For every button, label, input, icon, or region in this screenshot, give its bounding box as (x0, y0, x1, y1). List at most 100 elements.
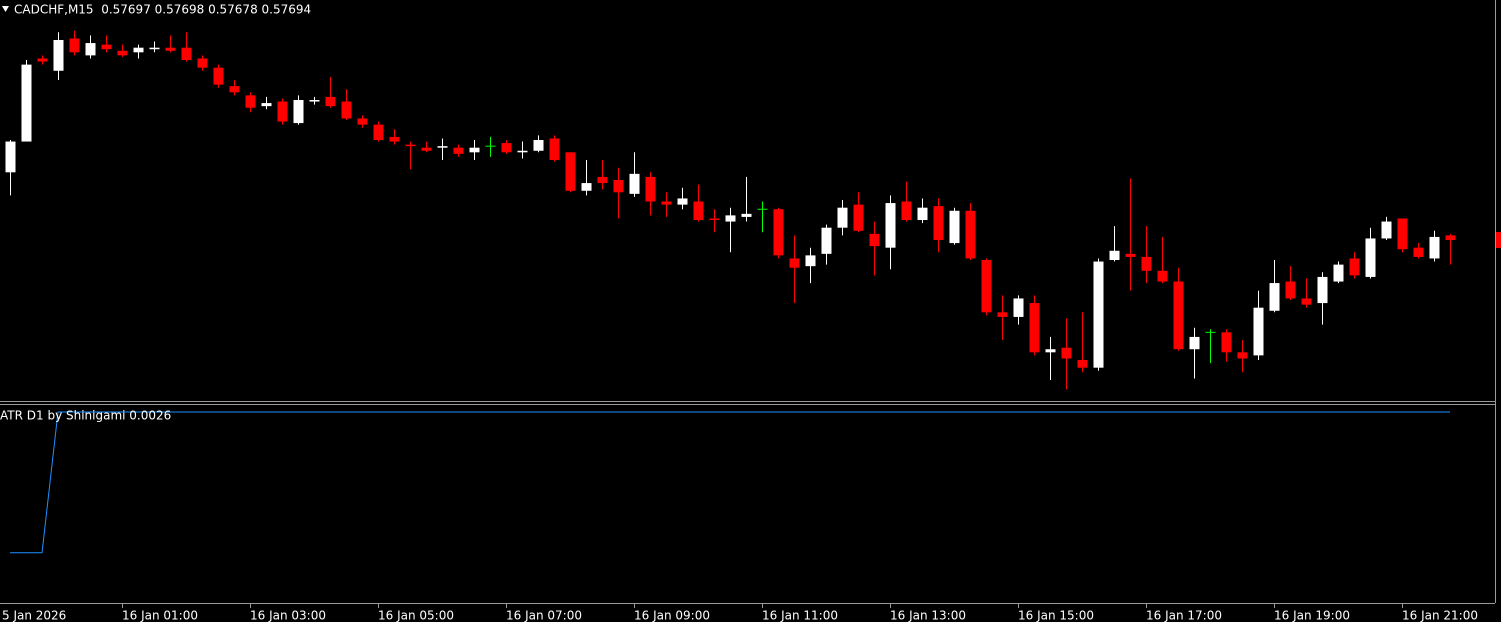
candle-body (581, 183, 592, 191)
candle-body (1029, 303, 1040, 353)
candle-body (517, 150, 528, 153)
candle-body (1173, 281, 1184, 350)
candle-body (773, 209, 784, 256)
candle-body (725, 215, 736, 222)
candle-body (469, 147, 480, 153)
candle-body (917, 207, 928, 220)
candle-body (101, 44, 112, 50)
candle-body (741, 213, 752, 217)
x-tick-label: 16 Jan 09:00 (634, 609, 710, 622)
candle-body (1429, 236, 1440, 259)
candle-body (981, 260, 992, 313)
candle-body (1413, 247, 1424, 257)
candle-body (37, 58, 48, 62)
candle-body (837, 207, 848, 228)
candle-body (1285, 281, 1296, 299)
x-tick-label: 16 Jan 03:00 (250, 609, 326, 622)
indicator-label: ATR D1 by Shinigami 0.0026 (0, 409, 171, 423)
candle-body (789, 258, 800, 268)
candle-body (293, 100, 304, 124)
menu-triangle (2, 6, 9, 12)
candle-body (117, 50, 128, 56)
candle-body (965, 210, 976, 259)
x-tick-label: 16 Jan 05:00 (378, 609, 454, 622)
candle-body (645, 176, 656, 202)
candle-body (373, 124, 384, 140)
candle-body (165, 47, 176, 51)
candle-body (565, 152, 576, 191)
price-marker (1496, 232, 1501, 248)
candle-body (213, 67, 224, 85)
candle-body (613, 180, 624, 193)
candle-body (885, 203, 896, 248)
candle-body (1445, 235, 1456, 240)
candle-body (277, 101, 288, 122)
candle-body (1077, 360, 1088, 368)
candle-body (533, 140, 544, 151)
x-start-label: 5 Jan 2026 (2, 609, 66, 622)
candle-body (1061, 347, 1072, 359)
candle-body (341, 101, 352, 119)
x-tick-label: 16 Jan 15:00 (1018, 609, 1094, 622)
candle-body (1397, 218, 1408, 250)
candle-body (181, 47, 192, 60)
marks (5, 30, 1456, 554)
candle-body (1381, 221, 1392, 239)
candle-body (245, 95, 256, 108)
candle-body (629, 173, 640, 194)
candle-body (69, 38, 80, 53)
candle-body (949, 210, 960, 244)
x-tick-label: 16 Jan 13:00 (890, 609, 966, 622)
x-tick-label: 16 Jan 21:00 (1402, 609, 1478, 622)
x-tick-label: 16 Jan 11:00 (762, 609, 838, 622)
candle-body (661, 201, 672, 205)
candle-body (421, 147, 432, 151)
candle-body (1333, 264, 1344, 282)
candle-body (453, 147, 464, 154)
candle-body (85, 43, 96, 56)
candle-body (53, 40, 64, 71)
candle-body (1189, 336, 1200, 350)
candle-body (5, 141, 16, 173)
candle-body (1013, 298, 1024, 317)
candle-body (357, 118, 368, 125)
candle-body (1317, 276, 1328, 304)
candle-body (261, 103, 272, 107)
indicator-line (10, 411, 1450, 554)
candle-body (869, 233, 880, 247)
candle-body (677, 198, 688, 205)
candle-body (1221, 332, 1232, 353)
candle-body (1045, 349, 1056, 353)
candle-body (389, 136, 400, 142)
x-tick-label: 16 Jan 17:00 (1146, 609, 1222, 622)
candle-body (1141, 256, 1152, 271)
candle-body (309, 100, 320, 102)
candle-body (1301, 298, 1312, 305)
candle-body (1365, 238, 1376, 277)
candle-body (1125, 253, 1136, 257)
x-tick-label: 16 Jan 07:00 (506, 609, 582, 622)
candle-body (997, 312, 1008, 317)
candle-body (197, 58, 208, 68)
candle-body (149, 47, 160, 50)
candle-body (1253, 307, 1264, 356)
candle-body (693, 201, 704, 220)
candle-body (901, 201, 912, 220)
candle-body (133, 47, 144, 53)
candle-body (501, 143, 512, 153)
candle-body (549, 138, 560, 160)
candle-body (405, 144, 416, 147)
x-tick-label: 16 Jan 19:00 (1274, 609, 1350, 622)
candle-body (805, 255, 816, 267)
candle-body (1269, 283, 1280, 311)
candle-body (1109, 250, 1120, 260)
candle-body (325, 96, 336, 107)
candle-body (1237, 352, 1248, 359)
candle-body (597, 176, 608, 184)
candle-body (21, 64, 32, 142)
candle-body (821, 227, 832, 254)
x-tick-label: 16 Jan 01:00 (122, 609, 198, 622)
